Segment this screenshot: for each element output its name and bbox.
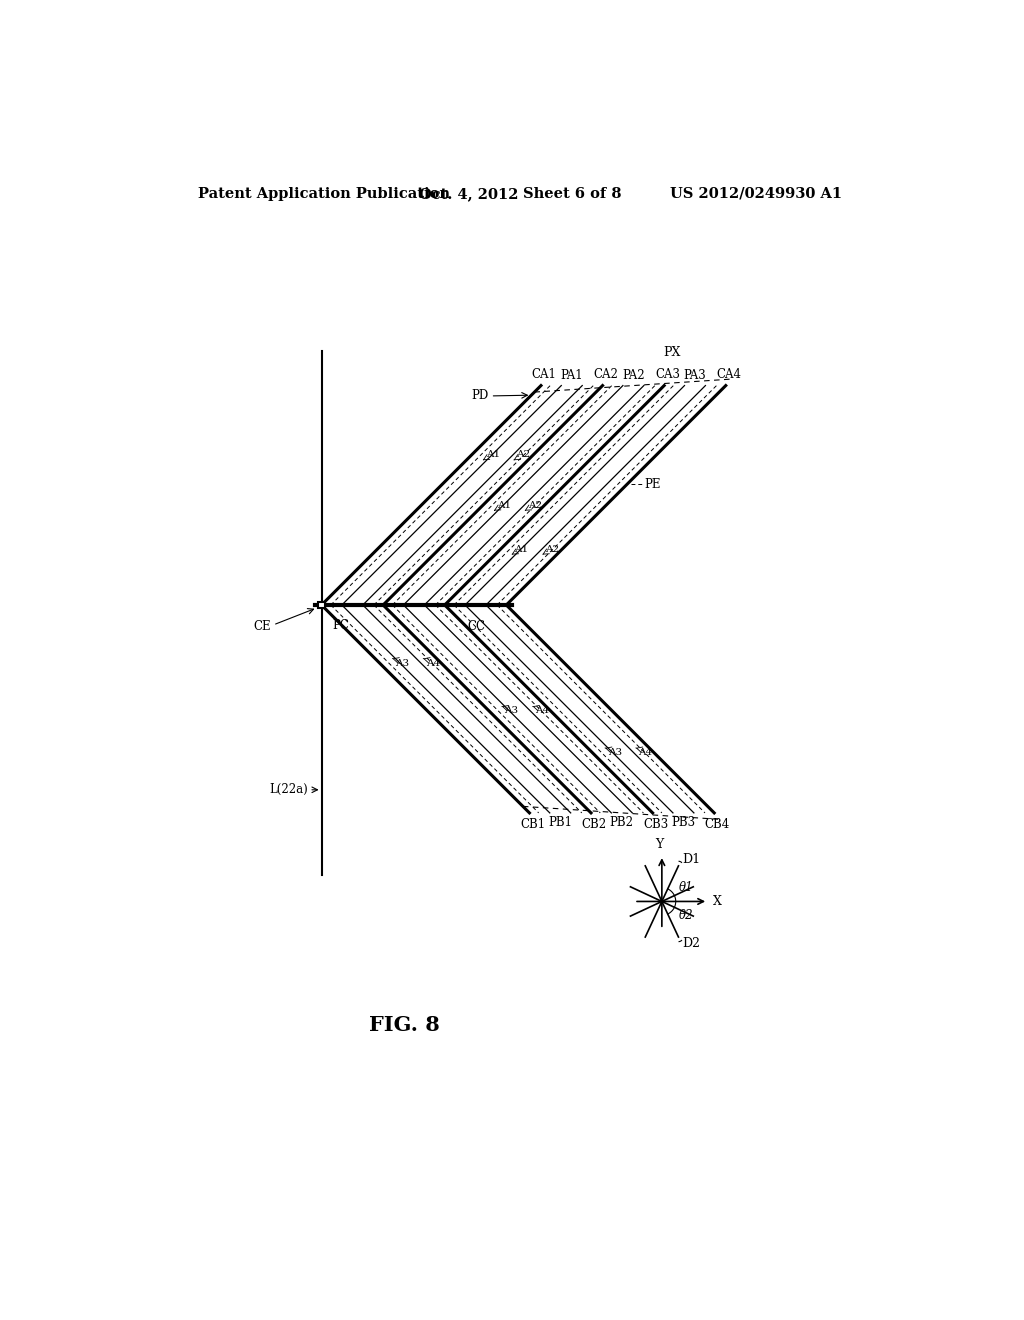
Text: L(22a): L(22a) <box>269 783 307 796</box>
Text: PC: PC <box>333 619 349 632</box>
Text: CA4: CA4 <box>717 368 741 380</box>
Text: PB3: PB3 <box>672 816 695 829</box>
Text: PX: PX <box>664 346 681 359</box>
Text: A3: A3 <box>607 748 622 756</box>
Text: PE: PE <box>645 478 662 491</box>
Text: A2: A2 <box>527 500 542 510</box>
Text: Sheet 6 of 8: Sheet 6 of 8 <box>523 187 622 201</box>
Text: PB2: PB2 <box>610 816 634 829</box>
Text: CB1: CB1 <box>520 817 545 830</box>
Text: A2: A2 <box>516 450 530 459</box>
Text: CE: CE <box>254 620 271 634</box>
Text: PA2: PA2 <box>622 370 645 383</box>
Text: D2: D2 <box>682 937 700 950</box>
Text: θ2: θ2 <box>679 909 693 923</box>
Text: PB1: PB1 <box>548 816 572 829</box>
Text: US 2012/0249930 A1: US 2012/0249930 A1 <box>670 187 842 201</box>
Text: D1: D1 <box>682 853 700 866</box>
FancyBboxPatch shape <box>318 602 325 609</box>
Text: PA1: PA1 <box>560 370 583 383</box>
Text: A3: A3 <box>505 706 518 715</box>
Text: CC: CC <box>468 620 485 634</box>
Text: Patent Application Publication: Patent Application Publication <box>199 187 451 201</box>
Text: CB2: CB2 <box>582 817 607 830</box>
Text: A3: A3 <box>395 659 410 668</box>
Text: Y: Y <box>655 838 664 850</box>
Text: Oct. 4, 2012: Oct. 4, 2012 <box>419 187 519 201</box>
Text: θ1: θ1 <box>679 880 693 894</box>
Text: A1: A1 <box>497 500 511 510</box>
Text: A4: A4 <box>638 748 652 756</box>
Text: A2: A2 <box>546 545 559 553</box>
Text: CA3: CA3 <box>655 368 680 380</box>
Text: A4: A4 <box>536 706 550 715</box>
Text: A4: A4 <box>426 659 440 668</box>
Text: PA3: PA3 <box>684 370 707 383</box>
Text: PD: PD <box>471 389 488 403</box>
Text: CA1: CA1 <box>531 368 557 380</box>
Text: A1: A1 <box>485 450 500 459</box>
Text: CA2: CA2 <box>593 368 618 380</box>
Text: A1: A1 <box>514 545 528 553</box>
Text: X: X <box>713 895 722 908</box>
Text: FIG. 8: FIG. 8 <box>369 1015 439 1035</box>
Text: CB4: CB4 <box>705 817 730 830</box>
Text: CB3: CB3 <box>643 817 669 830</box>
